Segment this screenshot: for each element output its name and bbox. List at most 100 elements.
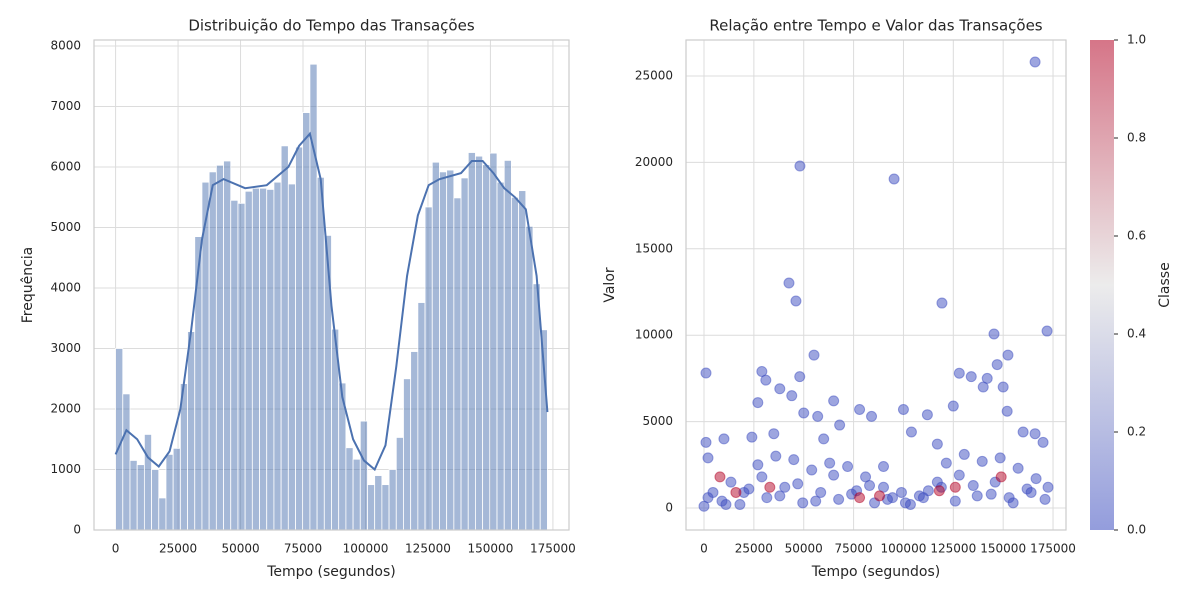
scatter-point: [940, 457, 952, 469]
scatter-point: [828, 469, 840, 481]
bar: [410, 351, 419, 531]
scatter-point: [905, 426, 917, 438]
scatter-point: [764, 481, 776, 493]
scatter-point: [936, 297, 948, 309]
scatter-point: [828, 395, 840, 407]
scatter-point: [899, 497, 911, 509]
bar: [122, 393, 131, 531]
scatter-point: [808, 349, 820, 361]
scatter-point: [981, 372, 993, 384]
bar: [345, 447, 354, 531]
bar: [151, 469, 160, 531]
scatter-point: [786, 390, 798, 402]
bar: [237, 202, 246, 531]
scatter-point: [1012, 462, 1024, 474]
scatter-point: [760, 374, 772, 386]
scatter-point: [788, 454, 800, 466]
scatter-point: [792, 478, 804, 490]
scatter-point: [965, 371, 977, 383]
scatter-point: [702, 492, 714, 504]
scatter-point: [700, 436, 712, 448]
scatter-point: [953, 469, 965, 481]
scatter-point: [949, 481, 961, 493]
kde-line: [114, 131, 549, 472]
chart-title: Relação entre Tempo e Valor das Transaçõ…: [709, 17, 1042, 35]
scatter-point: [779, 481, 791, 493]
bar: [187, 331, 196, 531]
scatter-point: [854, 404, 866, 416]
scatter-point: [1029, 56, 1041, 68]
scatter-point: [718, 433, 730, 445]
x-tick-label: 0: [700, 542, 708, 556]
x-tick-label: 25000: [159, 542, 197, 556]
scatter-point: [746, 431, 758, 443]
scatter-point: [833, 493, 845, 505]
scatter-point: [895, 486, 907, 498]
bar: [496, 181, 505, 531]
scatter-point: [774, 383, 786, 395]
bar: [525, 225, 534, 531]
bar: [532, 283, 541, 531]
colorbar-label: Classe: [1157, 262, 1173, 307]
y-tick-label: 1000: [50, 462, 81, 476]
scatter-point: [774, 490, 786, 502]
scatter-point: [756, 471, 768, 483]
y-tick-label: 25000: [635, 68, 673, 82]
x-tick-label: 50000: [221, 542, 259, 556]
y-tick-label: 5000: [642, 414, 673, 428]
axes-frame: [93, 39, 570, 531]
scatter-point: [734, 499, 746, 511]
scatter-point: [790, 295, 802, 307]
x-tick-label: 50000: [785, 542, 823, 556]
x-tick-label: 75000: [284, 542, 322, 556]
bar: [280, 145, 289, 531]
scatter-point: [810, 495, 822, 507]
scatter-point: [976, 455, 988, 467]
colorbar-tick-label: 1.0: [1127, 33, 1146, 47]
bar: [295, 146, 304, 531]
bar: [431, 161, 440, 531]
bar: [273, 181, 282, 531]
bar: [403, 378, 412, 531]
scatter-point: [794, 160, 806, 172]
scatter-point: [1039, 493, 1051, 505]
scatter-point: [995, 471, 1007, 483]
bar: [446, 169, 455, 531]
x-axis-label: Tempo (segundos): [811, 564, 941, 580]
bar: [439, 171, 448, 531]
colorbar-tick-label: 0.4: [1127, 327, 1146, 341]
scatter-point: [1041, 325, 1053, 337]
chart-title: Distribuição do Tempo das Transações: [188, 17, 474, 35]
x-tick-label: 0: [112, 542, 120, 556]
scatter-point: [1017, 426, 1029, 438]
bar: [230, 199, 239, 531]
bar: [352, 458, 361, 531]
scatter-point: [988, 328, 1000, 340]
scatter-point: [864, 480, 876, 492]
bar: [165, 453, 174, 531]
scatter-point: [702, 452, 714, 464]
bar: [302, 112, 311, 531]
scatter-point: [947, 400, 959, 412]
scatter-point: [949, 495, 961, 507]
bar: [316, 176, 325, 531]
scatter-point: [752, 459, 764, 471]
scatter-point: [1037, 436, 1049, 448]
y-tick-label: 7000: [50, 99, 81, 113]
scatter-point: [824, 457, 836, 469]
scatter-point: [720, 499, 732, 511]
scatter-point: [794, 371, 806, 383]
scatter-point: [768, 428, 780, 440]
scatter-point: [921, 409, 933, 421]
bar: [388, 469, 397, 531]
scatter-point: [714, 471, 726, 483]
x-tick-label: 100000: [881, 542, 927, 556]
bar: [359, 420, 368, 531]
scatter-point: [985, 488, 997, 500]
bar: [129, 460, 138, 531]
y-tick-label: 15000: [635, 241, 673, 255]
scatter-point: [752, 397, 764, 409]
bar: [323, 234, 332, 531]
axes-frame: [685, 39, 1067, 531]
